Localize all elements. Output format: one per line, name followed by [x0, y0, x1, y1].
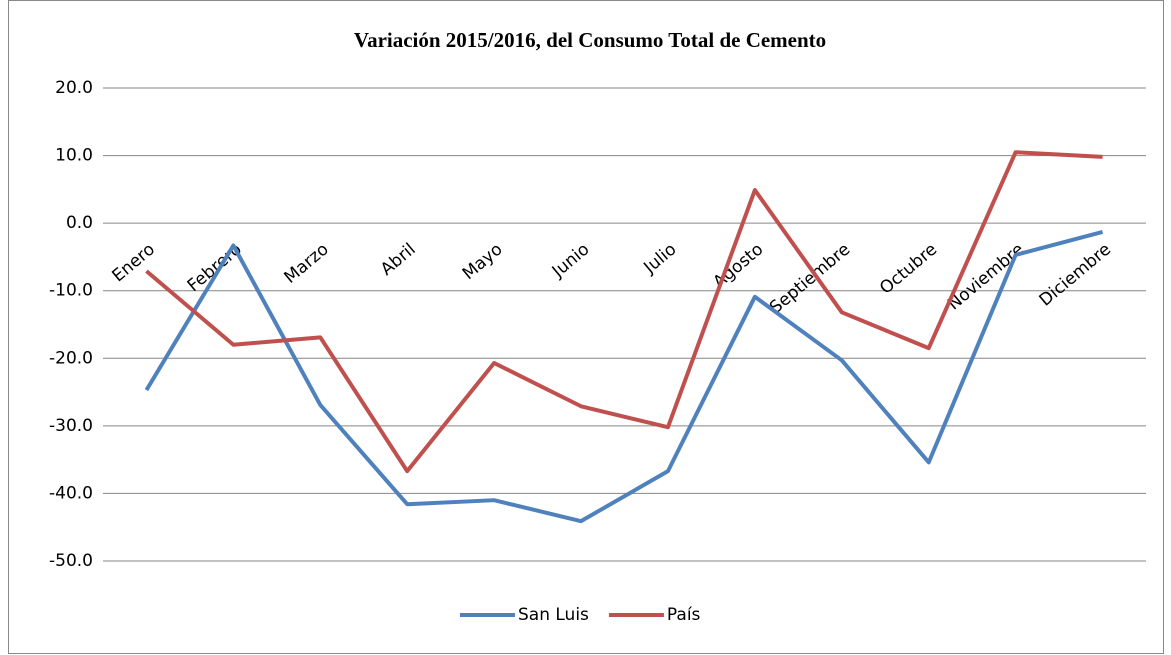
y-tick-label: -20.0: [49, 348, 93, 368]
y-tick-label: -10.0: [49, 281, 93, 301]
legend-label: San Luis: [518, 605, 589, 625]
y-tick-label: 0.0: [66, 213, 93, 233]
chart-border: [8, 0, 1164, 654]
legend-label: País: [667, 605, 701, 625]
y-tick-label: 10.0: [55, 146, 93, 166]
y-tick-label: -50.0: [49, 551, 93, 571]
y-tick-label: -30.0: [49, 416, 93, 436]
y-tick-label: -40.0: [49, 483, 93, 503]
y-tick-label: 20.0: [55, 78, 93, 98]
chart-title: Variación 2015/2016, del Consumo Total d…: [354, 28, 826, 52]
line-series: [144, 229, 1104, 524]
line-series: [145, 150, 1103, 474]
